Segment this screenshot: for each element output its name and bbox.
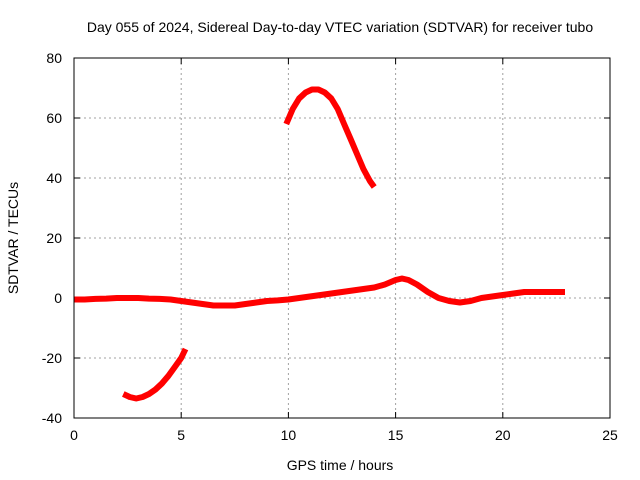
y-tick-label: 20 <box>46 230 62 246</box>
series-line-midday-segment <box>283 86 377 189</box>
x-tick-label: 5 <box>177 427 185 443</box>
y-tick-label: 80 <box>46 50 62 66</box>
y-tick-label: -40 <box>42 410 62 426</box>
plot-frame <box>73 57 611 419</box>
tick-labels: 0 5 10 15 20 25 -40 -20 0 20 40 60 80 <box>42 50 618 443</box>
series-line-main-baseline <box>74 275 565 309</box>
x-tick-label: 25 <box>602 427 618 443</box>
x-tick-label: 0 <box>70 427 78 443</box>
data-series <box>74 86 565 402</box>
y-tick-label: 0 <box>54 290 62 306</box>
y-tick-label: 60 <box>46 110 62 126</box>
x-axis-label: GPS time / hours <box>287 457 394 473</box>
chart-title: Day 055 of 2024, Sidereal Day-to-day VTE… <box>87 19 594 35</box>
x-tick-label: 15 <box>388 427 404 443</box>
x-tick-label: 20 <box>495 427 511 443</box>
y-tick-label: 40 <box>46 170 62 186</box>
y-tick-label: -20 <box>42 350 62 366</box>
y-axis-label: SDTVAR / TECUs <box>5 182 21 294</box>
series-line-early-segment <box>122 347 189 402</box>
x-tick-label: 10 <box>281 427 297 443</box>
